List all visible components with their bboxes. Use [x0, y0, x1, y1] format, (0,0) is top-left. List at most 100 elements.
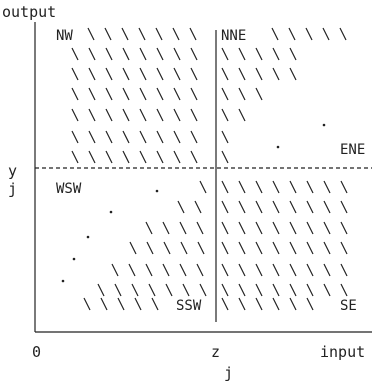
- slash-mark: [272, 241, 280, 255]
- slash-mark: [289, 283, 297, 297]
- slash-mark: [156, 67, 164, 81]
- y-label: y: [8, 162, 17, 180]
- slash-mark: [71, 67, 79, 81]
- slash-mark: [196, 263, 204, 277]
- slash-mark: [148, 283, 156, 297]
- slash-mark: [289, 200, 297, 214]
- slash-mark: [179, 263, 187, 277]
- dot-mark: [109, 210, 113, 214]
- slash-mark: [221, 263, 229, 277]
- slash-mark: [221, 180, 229, 194]
- slash-mark: [238, 241, 246, 255]
- slash-mark: [122, 130, 130, 144]
- slash-mark: [196, 221, 204, 235]
- region-nne-label: NNE: [221, 28, 246, 44]
- slash-mark: [122, 47, 130, 61]
- slash-mark: [306, 180, 314, 194]
- slash-mark: [83, 297, 91, 311]
- slash-mark: [221, 221, 229, 235]
- slash-mark: [323, 241, 331, 255]
- slash-mark: [122, 67, 130, 81]
- slash-mark: [238, 87, 246, 101]
- slash-mark: [129, 241, 137, 255]
- slash-mark: [104, 27, 112, 41]
- y-axis-label: output: [2, 3, 56, 21]
- slash-mark: [340, 241, 348, 255]
- slash-mark: [163, 241, 171, 255]
- slash-mark: [88, 47, 96, 61]
- slash-mark: [151, 297, 159, 311]
- slash-mark: [88, 130, 96, 144]
- slash-mark: [306, 241, 314, 255]
- slash-mark: [323, 263, 331, 277]
- slash-mark: [105, 130, 113, 144]
- slash-mark: [182, 283, 190, 297]
- slash-mark: [289, 67, 297, 81]
- slash-mark: [272, 47, 280, 61]
- slash-mark: [221, 297, 229, 311]
- slash-mark: [121, 27, 129, 41]
- slash-mark: [146, 241, 154, 255]
- slash-mark: [156, 87, 164, 101]
- slash-mark: [139, 87, 147, 101]
- slash-mark: [221, 150, 229, 164]
- slash-mark: [122, 150, 130, 164]
- slash-mark: [139, 150, 147, 164]
- slash-mark: [173, 87, 181, 101]
- slash-mark: [131, 283, 139, 297]
- slash-mark: [289, 297, 297, 311]
- slash-mark: [71, 47, 79, 61]
- slash-mark: [114, 283, 122, 297]
- slash-mark: [173, 130, 181, 144]
- slash-mark: [238, 297, 246, 311]
- slash-mark: [238, 67, 246, 81]
- slash-mark: [306, 200, 314, 214]
- slash-mark: [255, 67, 263, 81]
- slash-mark: [340, 180, 348, 194]
- slash-mark: [340, 221, 348, 235]
- slash-mark: [272, 297, 280, 311]
- slash-mark: [155, 27, 163, 41]
- slash-mark: [88, 108, 96, 122]
- slash-mark: [199, 283, 207, 297]
- slash-mark: [134, 297, 142, 311]
- slash-mark: [180, 241, 188, 255]
- slash-mark: [156, 108, 164, 122]
- slash-mark: [255, 221, 263, 235]
- slash-mark: [340, 263, 348, 277]
- slash-mark: [177, 200, 185, 214]
- slash-mark: [255, 180, 263, 194]
- slash-mark: [173, 108, 181, 122]
- slash-mark: [238, 108, 246, 122]
- y-j-label: j: [8, 180, 17, 198]
- slash-mark: [271, 27, 279, 41]
- region-ene-label: ENE: [340, 142, 365, 158]
- slash-mark: [255, 47, 263, 61]
- dot-mark: [86, 235, 90, 239]
- slash-mark: [87, 27, 95, 41]
- slash-mark: [289, 221, 297, 235]
- region-ssw-label: SSW: [176, 298, 202, 314]
- slash-mark: [221, 130, 229, 144]
- slash-mark: [88, 150, 96, 164]
- slash-mark: [238, 221, 246, 235]
- slash-mark: [105, 108, 113, 122]
- slash-mark: [71, 108, 79, 122]
- slash-mark: [221, 200, 229, 214]
- slash-mark: [221, 283, 229, 297]
- slash-mark: [190, 130, 198, 144]
- slash-mark: [255, 200, 263, 214]
- slash-mark: [306, 263, 314, 277]
- slash-mark: [272, 263, 280, 277]
- slash-mark: [272, 283, 280, 297]
- slash-mark: [272, 67, 280, 81]
- slash-mark: [255, 87, 263, 101]
- slash-mark: [272, 180, 280, 194]
- slash-mark: [323, 283, 331, 297]
- slash-mark: [255, 297, 263, 311]
- dot-mark: [155, 189, 159, 193]
- slash-mark: [306, 221, 314, 235]
- slash-mark: [179, 221, 187, 235]
- slash-mark: [194, 200, 202, 214]
